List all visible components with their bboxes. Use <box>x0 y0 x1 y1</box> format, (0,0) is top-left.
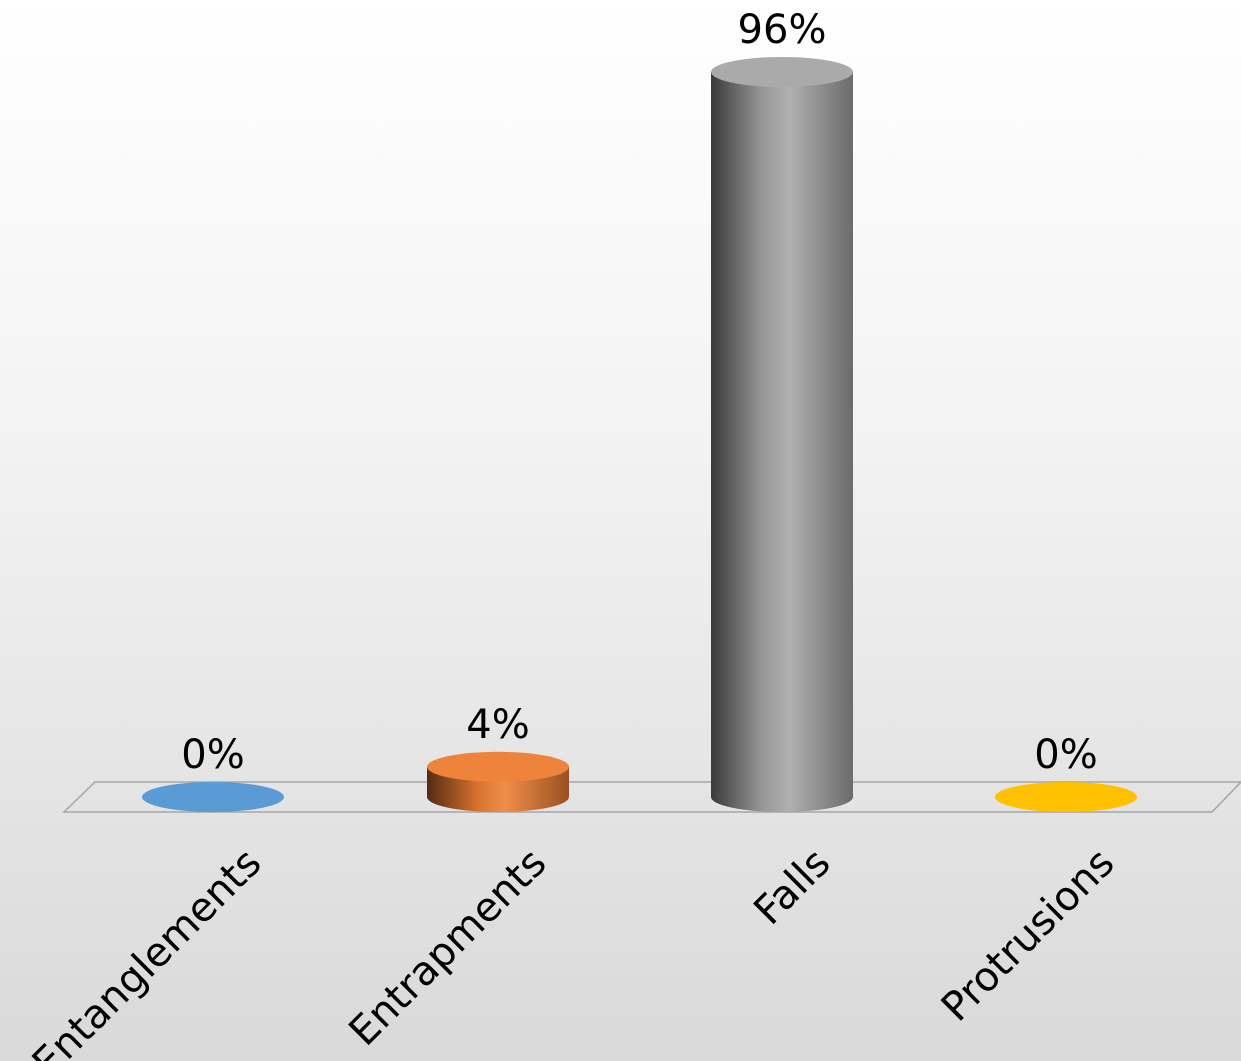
data-label-protrusions: 0% <box>1034 732 1097 778</box>
bar-entrapments <box>427 751 569 812</box>
data-label-entrapments: 4% <box>466 702 529 748</box>
bar-top-entanglements <box>142 782 284 812</box>
category-label-protrusions: Protrusions <box>933 840 1124 1031</box>
data-label-falls: 96% <box>738 7 827 53</box>
bar-protrusions <box>995 782 1137 812</box>
data-label-entanglements: 0% <box>181 732 244 778</box>
category-label-entanglements: Entanglements <box>24 840 271 1061</box>
bar-body-falls <box>711 72 853 812</box>
bar-entanglements <box>142 782 284 812</box>
bar-top-falls <box>711 57 853 87</box>
category-label-falls: Falls <box>745 840 839 934</box>
chart-floor <box>62 781 1241 813</box>
bar-top-protrusions <box>995 782 1137 812</box>
bar-top-entrapments <box>427 751 569 782</box>
category-label-entrapments: Entrapments <box>340 840 555 1055</box>
bar-falls <box>711 57 853 812</box>
